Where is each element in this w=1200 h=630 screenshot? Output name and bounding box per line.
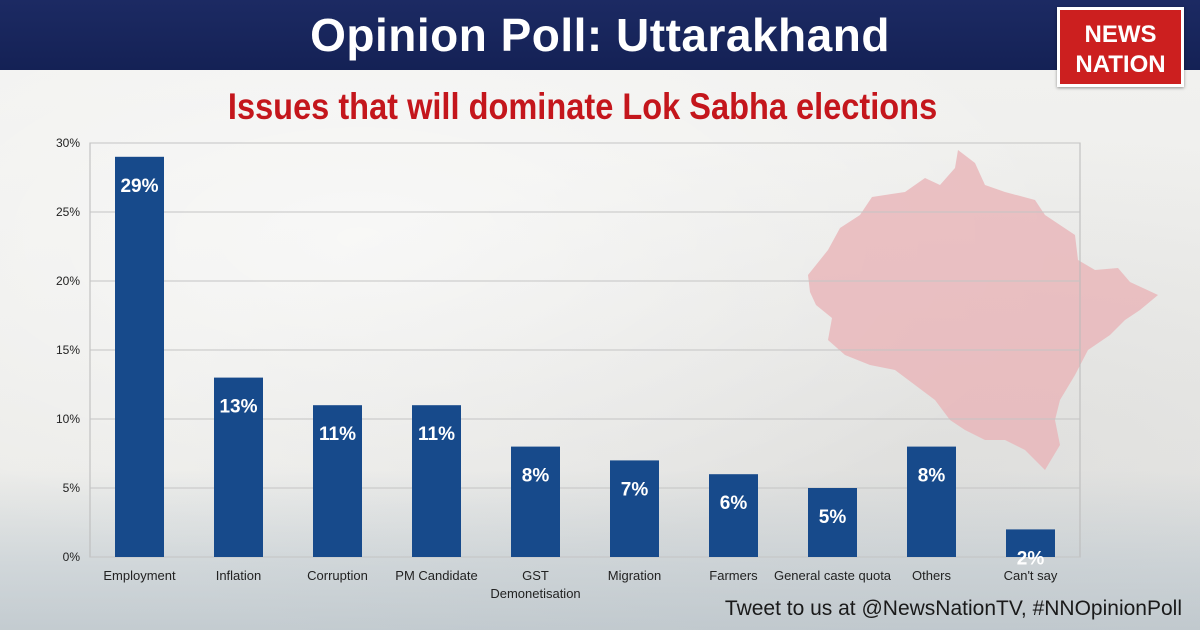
bar (511, 446, 560, 557)
bar-value-label: 11% (418, 424, 455, 445)
bar-value-label: 8% (918, 466, 946, 487)
y-tick-label: 15% (56, 343, 80, 357)
x-tick-label: PM Candidate (395, 568, 477, 583)
footer-tweet-text: Tweet to us at @NewsNationTV, #NNOpinion… (724, 597, 1182, 620)
x-tick-label: General caste quota (774, 568, 892, 583)
logo-text-line1: NEWS (1084, 21, 1157, 48)
x-tick-label: Migration (608, 568, 661, 583)
bar (214, 377, 263, 557)
bar (709, 474, 758, 557)
bar-value-label: 6% (720, 493, 748, 514)
chart-title: Issues that will dominate Lok Sabha elec… (227, 86, 938, 127)
x-tick-label: Employment (103, 568, 176, 583)
y-tick-label: 5% (63, 481, 81, 495)
y-tick-label: 25% (56, 205, 80, 219)
logo-text-line2: NATION (1075, 51, 1166, 78)
bar-value-label: 11% (319, 424, 356, 445)
bar (412, 405, 461, 557)
y-tick-label: 20% (56, 274, 80, 288)
bar-value-label: 8% (522, 466, 550, 487)
bar (907, 446, 956, 557)
bar-value-label: 2% (1017, 548, 1045, 569)
bar (610, 460, 659, 557)
page-title: Opinion Poll: Uttarakhand (310, 9, 890, 61)
x-tick-label: Corruption (307, 568, 368, 583)
x-tick-label: Others (912, 568, 952, 583)
x-tick-label: Farmers (709, 568, 758, 583)
bar-value-label: 7% (621, 479, 649, 500)
y-tick-label: 30% (56, 136, 80, 150)
bar-value-label: 5% (819, 507, 847, 528)
y-tick-label: 10% (56, 412, 80, 426)
bar-value-label: 13% (219, 397, 257, 418)
x-tick-label: Inflation (216, 568, 262, 583)
x-tick-label: Can't say (1004, 568, 1058, 583)
bar (808, 488, 857, 557)
header-bar: Opinion Poll: Uttarakhand (0, 0, 1200, 70)
x-tick-label: GST Demonetisation (490, 568, 580, 601)
bar (313, 405, 362, 557)
mountain-mist (0, 470, 1200, 630)
bar-value-label: 29% (120, 176, 158, 197)
y-tick-label: 0% (63, 550, 81, 564)
bar (1006, 529, 1055, 557)
news-nation-logo: NEWS NATION (1057, 7, 1184, 87)
bar (115, 156, 164, 558)
